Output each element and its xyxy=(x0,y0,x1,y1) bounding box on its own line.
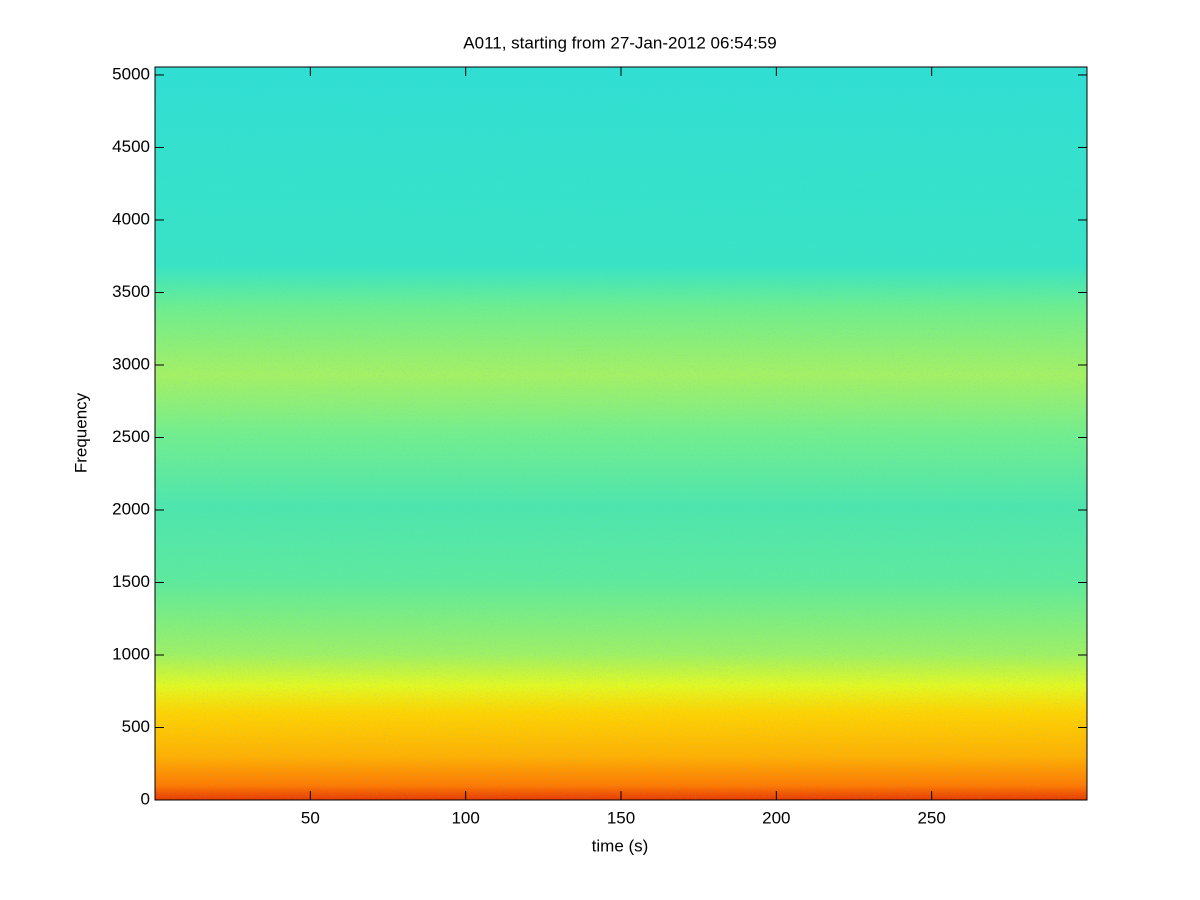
y-tick-label: 1500 xyxy=(112,572,150,591)
x-tick-label: 50 xyxy=(301,808,320,827)
y-tick-label: 3500 xyxy=(112,282,150,301)
x-tick-label: 150 xyxy=(607,808,635,827)
chart-title: A011, starting from 27-Jan-2012 06:54:59 xyxy=(463,33,776,52)
x-tick-label: 100 xyxy=(451,808,479,827)
y-tick-label: 2500 xyxy=(112,427,150,446)
spectrogram-noise xyxy=(155,67,1087,800)
y-tick-label: 5000 xyxy=(112,64,150,83)
x-axis-label: time (s) xyxy=(592,836,649,855)
x-tick-label: 200 xyxy=(762,808,790,827)
y-axis-label: Frequency xyxy=(71,392,90,473)
spectrogram xyxy=(155,67,1087,800)
y-tick-label: 1000 xyxy=(112,644,150,663)
y-tick-label: 3000 xyxy=(112,354,150,373)
y-tick-label: 4500 xyxy=(112,137,150,156)
y-tick-label: 500 xyxy=(122,717,150,736)
plot-area xyxy=(155,67,1087,800)
y-tick-label: 0 xyxy=(141,789,150,808)
x-tick-label: 250 xyxy=(917,808,945,827)
y-tick-label: 4000 xyxy=(112,209,150,228)
y-tick-label: 2000 xyxy=(112,499,150,518)
